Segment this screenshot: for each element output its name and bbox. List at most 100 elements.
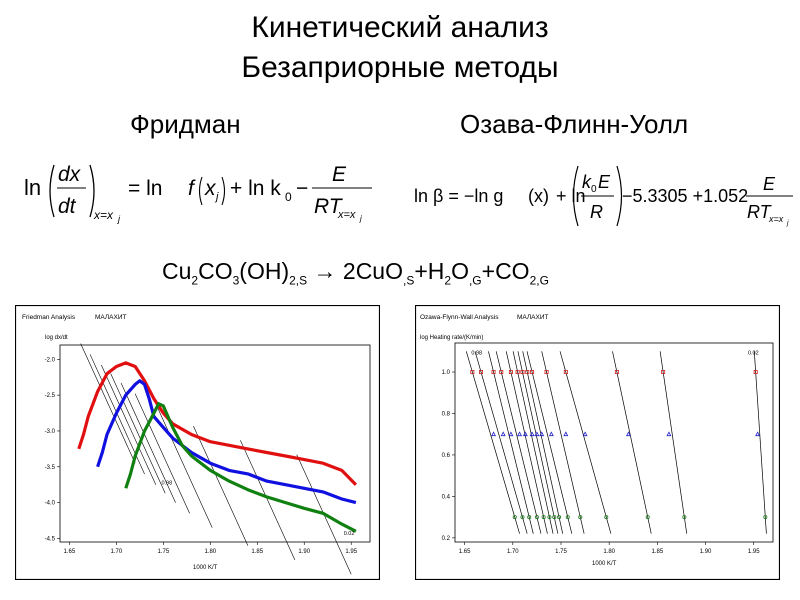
data-point-triangle	[625, 431, 631, 437]
ofw-R: R	[590, 202, 603, 222]
reaction-part: +CO	[481, 258, 530, 284]
data-point-circle	[645, 515, 650, 520]
x-tick-label: 1.95	[748, 549, 760, 555]
eq-RT-sub: x=x	[337, 209, 356, 221]
data-point-square	[530, 370, 535, 375]
eq-eq-ln: = ln	[128, 177, 162, 200]
friedman-chart: Friedman Analysis МАЛАХИТ log dx/dt 1000…	[15, 305, 380, 580]
iso-conversion-line	[526, 351, 573, 534]
chart-title: Ozawa-Flynn-Wall Analysis	[420, 314, 499, 321]
eq-f: f	[188, 177, 196, 200]
plot-area: 1.65 1.70 1.75 1.80 1.85 1.90 1.95 -2.0 -2.5 -3.0…	[45, 343, 371, 575]
ofw-lnbeta: ln β = −ln g	[414, 186, 503, 206]
slide-title-line1: Кинетический анализ	[251, 11, 549, 44]
x-tick-label: 1.80	[204, 549, 216, 555]
data-point-triangle	[491, 431, 497, 437]
iso-conversion-line	[80, 343, 136, 464]
data-point-triangle	[522, 431, 528, 437]
ofw-k0: k	[582, 172, 592, 192]
iso-conversion-line	[512, 351, 554, 534]
x-tick-label: 1.95	[345, 549, 357, 555]
iso-conversion-line	[488, 351, 534, 534]
data-point-circle	[512, 515, 517, 520]
data-point-circle	[527, 515, 532, 520]
data-point-triangle	[529, 431, 535, 437]
slide-title-line2: Безаприорные методы	[241, 51, 559, 84]
y-tick-label: -4.0	[45, 501, 56, 507]
ofw-k0E-E: E	[598, 172, 611, 192]
iso-conversion-line	[134, 393, 190, 514]
reaction-equation: Cu2CO3(OH)2,S → 2CuO,S+H2O,G+CO2,G	[162, 258, 549, 288]
data-point-square	[525, 370, 530, 375]
reaction-sub: 3	[232, 273, 240, 288]
y-tick-label: -2.5	[45, 393, 56, 399]
data-point-circle	[578, 515, 583, 520]
ofw-RT: RT	[747, 202, 773, 222]
eq-fparen-left	[198, 176, 203, 206]
ofw-RT-sub: x=x	[768, 214, 784, 224]
method-left-heading: Фридман	[130, 109, 241, 139]
reaction-part: Cu	[162, 258, 192, 284]
reaction-part: (OH)	[239, 258, 290, 284]
x-tick-label: 1.90	[298, 549, 310, 555]
x-tick-label: 1.85	[251, 549, 263, 555]
data-point-triangle	[508, 431, 514, 437]
iso-conversion-line	[157, 407, 213, 528]
x-tick-label: 1.65	[459, 549, 471, 555]
data-point-triangle	[582, 431, 588, 437]
reaction-part: CO	[198, 258, 233, 284]
data-point-circle	[565, 515, 570, 520]
reaction-sub: ,G	[468, 273, 482, 288]
data-point-circle	[520, 515, 525, 520]
y-tick-label: -3.0	[45, 429, 56, 435]
data-point-circle	[557, 515, 562, 520]
series-line-green	[124, 402, 357, 533]
data-point-square	[753, 370, 758, 375]
data-point-square	[661, 370, 666, 375]
reaction-sub: 2	[191, 273, 199, 288]
data-point-square	[508, 370, 513, 375]
eq-RT: RT	[314, 195, 344, 218]
iso-conversion-line	[193, 425, 249, 546]
chart-sample-label: МАЛАХИТ	[517, 314, 549, 321]
reaction-part: +H	[414, 258, 445, 284]
data-point-circle	[552, 515, 557, 520]
ofw-x-paren: (x)	[528, 186, 549, 206]
method-right-heading: Озава-Флинн-Уолл	[460, 109, 689, 139]
eq-ln: ln	[24, 175, 41, 200]
eq-dt: dt	[58, 195, 77, 218]
y-tick-label: 0.6	[442, 453, 451, 459]
x-tick-label: 1.70	[111, 549, 123, 555]
x-tick-label: 1.65	[64, 549, 76, 555]
iso-conversion-line	[659, 351, 688, 534]
chart-ylabel: log Heating rate/(K/min)	[420, 335, 483, 341]
iso-conversion-line	[120, 382, 176, 503]
x-tick-label: 1.90	[700, 549, 712, 555]
data-point-triangle	[666, 431, 672, 437]
iso-conversion-line	[541, 351, 585, 534]
y-tick-label: 0.4	[442, 494, 451, 500]
ofw-plus-ln: + ln	[556, 186, 586, 206]
eq-plus-lnk: + ln k	[230, 177, 281, 200]
plot-area: 1.65 1.70 1.75 1.80 1.85 1.90 1.95 1.0 0.8 0.6 0.4…	[442, 342, 774, 555]
eq-k0-sub: 0	[285, 190, 292, 204]
data-point-triangle	[517, 431, 523, 437]
data-point-triangle	[500, 431, 506, 437]
x-tick-label: 1.70	[507, 549, 519, 555]
data-point-triangle	[548, 431, 554, 437]
eq-sub-j: j	[117, 214, 121, 224]
friedman-equation: ln dx dt x=x j = ln f x j + ln k 0 − E R…	[24, 163, 372, 224]
data-point-square	[479, 370, 484, 375]
data-point-circle	[763, 515, 768, 520]
eq-E: E	[332, 163, 347, 186]
data-point-square	[563, 370, 568, 375]
iso-conversion-line	[612, 351, 652, 534]
annotation-label: 0.98	[161, 481, 172, 487]
y-tick-label: 0.8	[442, 411, 451, 417]
iso-conversion-line	[240, 440, 296, 561]
eq-sub-x: x=x	[93, 208, 114, 222]
chart-sample-label: МАЛАХИТ	[95, 314, 127, 321]
data-point-triangle	[539, 431, 545, 437]
y-tick-label: -3.5	[45, 465, 56, 471]
data-point-circle	[604, 515, 609, 520]
